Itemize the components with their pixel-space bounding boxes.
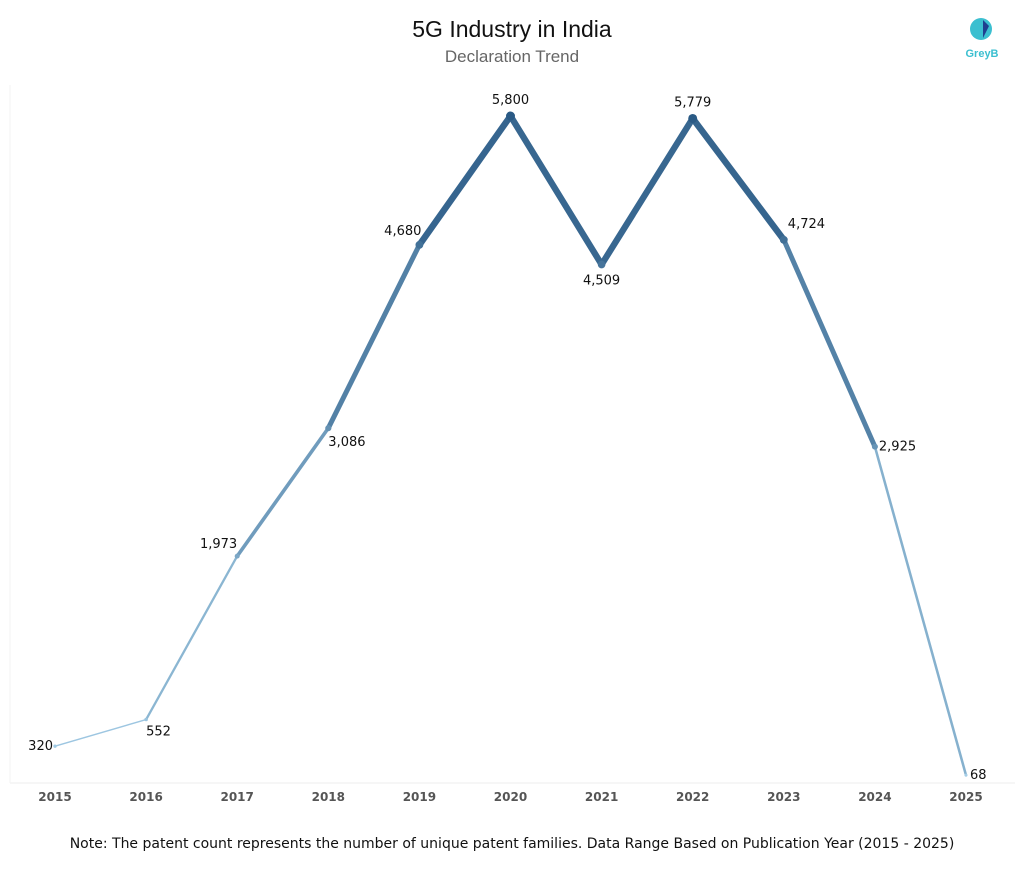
x-tick-label: 2022 bbox=[676, 790, 709, 804]
data-point bbox=[144, 717, 148, 722]
data-point bbox=[53, 744, 57, 748]
line-segment bbox=[325, 242, 422, 431]
line-segment bbox=[416, 112, 514, 249]
line-segment bbox=[235, 426, 331, 558]
x-tick-label: 2023 bbox=[767, 790, 800, 804]
x-tick-label: 2020 bbox=[494, 790, 527, 804]
data-point bbox=[688, 113, 698, 123]
x-tick-label: 2019 bbox=[403, 790, 436, 804]
chart-subtitle: Declaration Trend bbox=[444, 47, 580, 66]
data-point bbox=[234, 553, 240, 559]
line-segment bbox=[598, 115, 696, 268]
data-label: 5,779 bbox=[674, 95, 711, 110]
x-tick-label: 2017 bbox=[220, 790, 253, 804]
line-segment bbox=[54, 718, 147, 747]
x-tick-label: 2021 bbox=[585, 790, 618, 804]
data-label: 3,086 bbox=[328, 435, 365, 450]
line-segment bbox=[144, 554, 239, 721]
line-segment bbox=[507, 112, 605, 268]
data-label: 4,724 bbox=[788, 217, 825, 232]
data-label: 5,800 bbox=[492, 93, 529, 108]
x-tick-label: 2025 bbox=[949, 790, 982, 804]
data-label: 1,973 bbox=[200, 537, 237, 552]
data-point bbox=[871, 443, 878, 450]
line-segment bbox=[873, 445, 968, 777]
logo-icon bbox=[970, 18, 992, 40]
data-label: 2,925 bbox=[879, 440, 916, 455]
footnote: Note: The patent count represents the nu… bbox=[69, 836, 955, 852]
data-label: 320 bbox=[28, 739, 53, 754]
chart-title: 5G Industry in India bbox=[412, 16, 612, 42]
data-point bbox=[415, 240, 424, 249]
greyb-logo: GreyB bbox=[962, 16, 1002, 60]
x-tick-label: 2015 bbox=[38, 790, 71, 804]
x-tick-label: 2018 bbox=[312, 790, 345, 804]
x-tick-label: 2024 bbox=[858, 790, 891, 804]
line-segment bbox=[689, 115, 788, 243]
data-point bbox=[964, 773, 968, 777]
data-label: 68 bbox=[970, 768, 987, 783]
line-segment bbox=[781, 237, 878, 450]
data-label: 4,509 bbox=[583, 274, 620, 289]
data-point bbox=[779, 235, 788, 244]
data-label: 4,680 bbox=[384, 224, 421, 239]
data-point bbox=[506, 111, 515, 121]
data-label: 552 bbox=[146, 725, 171, 740]
data-point bbox=[597, 260, 606, 269]
x-tick-label: 2016 bbox=[129, 790, 162, 804]
data-point bbox=[325, 425, 332, 432]
logo-text: GreyB bbox=[965, 48, 999, 60]
